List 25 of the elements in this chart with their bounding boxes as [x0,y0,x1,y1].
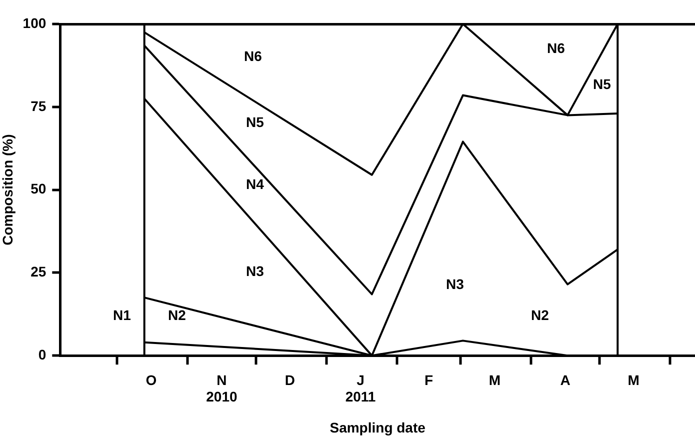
annotation: N6 [547,40,566,56]
x-axis-title: Sampling date [330,419,426,436]
y-tick-label: 25 [30,264,46,280]
x-tick-label: A [560,372,570,388]
y-tick-label: 50 [30,180,46,197]
x-tick-label: M [488,372,501,388]
annotation: N1 [113,306,132,323]
annotation: N3 [446,276,464,292]
annotation: N3 [246,262,264,279]
x-tick-label: N 2010 [206,372,238,405]
y-tick-label: 75 [30,98,46,114]
x-tick-label: J 2011 [345,372,376,405]
y-tick-label: 100 [22,14,46,31]
x-tick-label: O [146,372,157,388]
x-tick-label: M [628,372,640,388]
y-tick-label: 0 [38,346,46,362]
annotation: N2 [531,306,550,323]
x-tick-label: F [424,372,434,388]
annotation: N5 [593,76,612,92]
annotation: N2 [168,306,186,323]
x-tick-label: D [284,372,296,388]
annotation: N5 [246,114,264,130]
annotation: N6 [244,48,262,64]
annotation: N4 [246,176,264,192]
y-axis-title: Composition (%) [0,134,16,246]
